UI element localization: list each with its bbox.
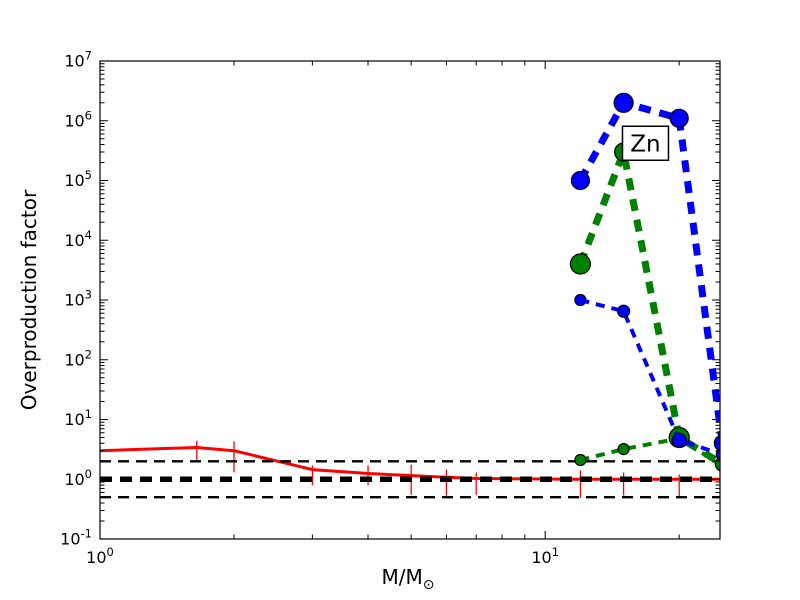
exponent: 1 — [85, 407, 92, 421]
data-point — [671, 432, 687, 448]
element-annotation: Zn — [621, 125, 670, 162]
sun-symbol-icon: ⊙ — [423, 577, 435, 593]
y-axis-label: Overproduction factor — [17, 189, 41, 410]
exponent: 6 — [85, 108, 92, 122]
exponent: 4 — [85, 228, 92, 242]
series-line — [577, 99, 720, 444]
exponent: -1 — [81, 527, 92, 541]
series-line — [100, 446, 720, 481]
series-line — [579, 436, 720, 467]
data-point — [570, 170, 591, 191]
data-point — [715, 448, 720, 461]
element-label-box — [621, 125, 670, 162]
exponent: 3 — [85, 288, 92, 302]
exponent: 5 — [85, 168, 92, 182]
exponent: 2 — [85, 347, 92, 361]
series-line — [579, 298, 720, 456]
data-point — [669, 108, 689, 128]
data-point — [574, 453, 587, 467]
exponent: 1 — [552, 545, 559, 559]
data-point — [569, 253, 592, 275]
data-point — [574, 293, 587, 307]
element-label-text: Zn — [630, 131, 660, 157]
series-massive-blue-thin — [574, 293, 720, 461]
data-point — [616, 304, 631, 318]
exponent: 0 — [107, 545, 114, 559]
plot-layers — [100, 92, 720, 499]
exponent: 0 — [85, 467, 92, 481]
plot-frame — [99, 60, 721, 540]
data-point — [714, 456, 720, 472]
exponent: 7 — [85, 49, 92, 63]
x-axis-label: M/M⊙ — [382, 565, 435, 593]
data-point — [613, 92, 634, 113]
data-point — [617, 443, 630, 456]
